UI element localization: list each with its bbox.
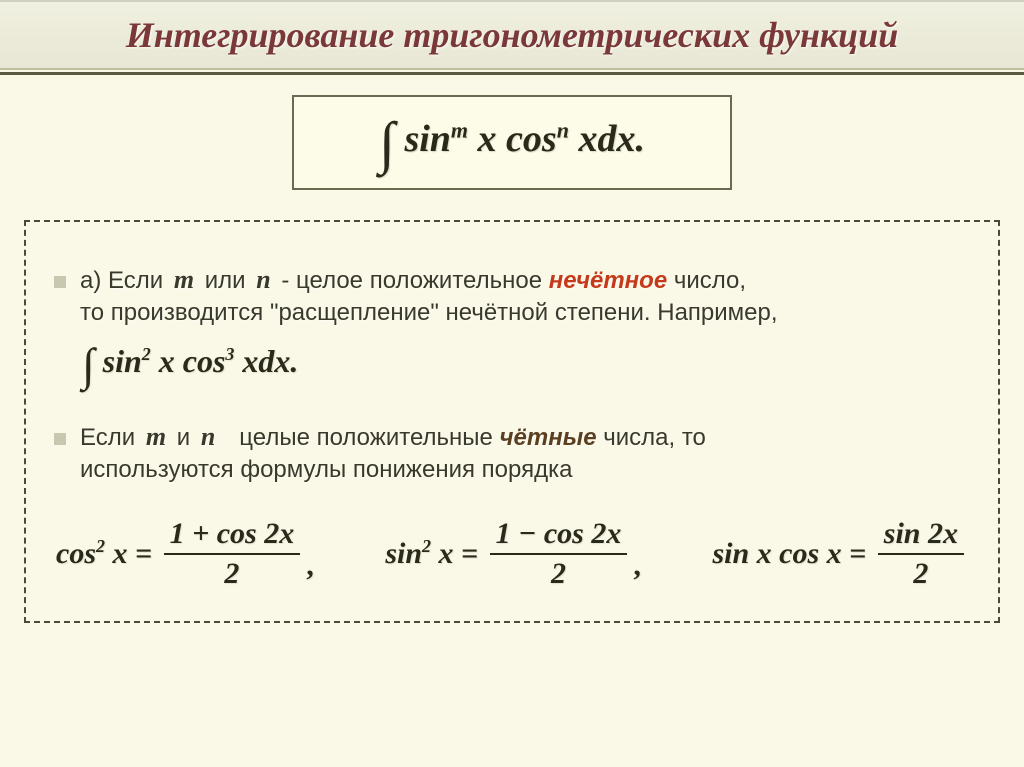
integral-sign: ∫ (379, 110, 395, 175)
title-underline (0, 72, 1024, 75)
exp-n: n (557, 118, 569, 143)
var-x1: x (478, 118, 497, 160)
bullet-icon (54, 433, 66, 445)
cos2-formula: cos2 x = 1 + cos 2x 2 , (56, 517, 320, 591)
rule-a-suf1: число, (674, 267, 746, 294)
rule-b-text: Если m и n целые положительные чётные чи… (80, 419, 706, 487)
rule-a-m: m (170, 265, 198, 294)
rule-b-m: m (142, 422, 170, 451)
ex-sin: sin (103, 343, 142, 379)
main-formula-box: ∫ sinm x cosn xdx. (292, 95, 732, 190)
ex-cos: cos (183, 343, 226, 379)
sin2-formula: sin2 x = 1 − cos 2x 2 , (385, 517, 646, 591)
rule-a-suf2: то производится "расщепление" нечётной с… (80, 299, 778, 326)
rule-b-and: и (177, 424, 190, 451)
rule-b-suf2: используются формулы понижения порядка (80, 456, 572, 483)
integral-sign-small: ∫ (82, 339, 95, 390)
cos-fn: cos (506, 118, 557, 160)
ex-diff: xdx (242, 343, 290, 379)
title-bar: Интегрирование тригонометрических функци… (0, 0, 1024, 70)
rule-b-prefix: Если (80, 424, 135, 451)
ex-e2: 3 (225, 344, 234, 364)
comma1: , (306, 549, 314, 591)
rule-a-prefix: а) Если (80, 267, 163, 294)
comma2: , (633, 549, 641, 591)
rules-box: а) Если m или n - целое положительное не… (24, 220, 1000, 623)
rule-a-highlight: нечётное (549, 267, 667, 294)
dot: . (635, 118, 645, 160)
rule-b-highlight: чётные (500, 424, 597, 451)
sincos-formula: sin x cos x = sin 2x 2 (712, 517, 968, 591)
rule-a-text: а) Если m или n - целое положительное не… (80, 262, 778, 330)
sin-fn: sin (404, 118, 450, 160)
rule-a-mid: - целое положительное (281, 267, 542, 294)
rule-a-n: n (252, 265, 274, 294)
rule-a-row: а) Если m или n - целое положительное не… (54, 262, 970, 330)
ex-e1: 2 (142, 344, 151, 364)
rule-b-suf1: числа, то (603, 424, 706, 451)
bullet-icon (54, 276, 66, 288)
slide-title: Интегрирование тригонометрических функци… (20, 14, 1004, 56)
ex-x1: x (159, 343, 175, 379)
diff-xdx: xdx (578, 118, 635, 160)
rule-b-row: Если m и n целые положительные чётные чи… (54, 419, 970, 487)
example-formula: ∫ sin2 x cos3 xdx. (82, 338, 970, 391)
ex-dot: . (290, 343, 298, 379)
reduction-formulas: cos2 x = 1 + cos 2x 2 , sin2 x = 1 − cos… (54, 517, 970, 591)
rule-b-n: n (197, 422, 219, 451)
rule-b-mid: целые положительные (239, 424, 493, 451)
rule-a-or: или (205, 267, 246, 294)
exp-m: m (451, 118, 468, 143)
main-formula: ∫ sinm x cosn xdx. (318, 109, 706, 176)
